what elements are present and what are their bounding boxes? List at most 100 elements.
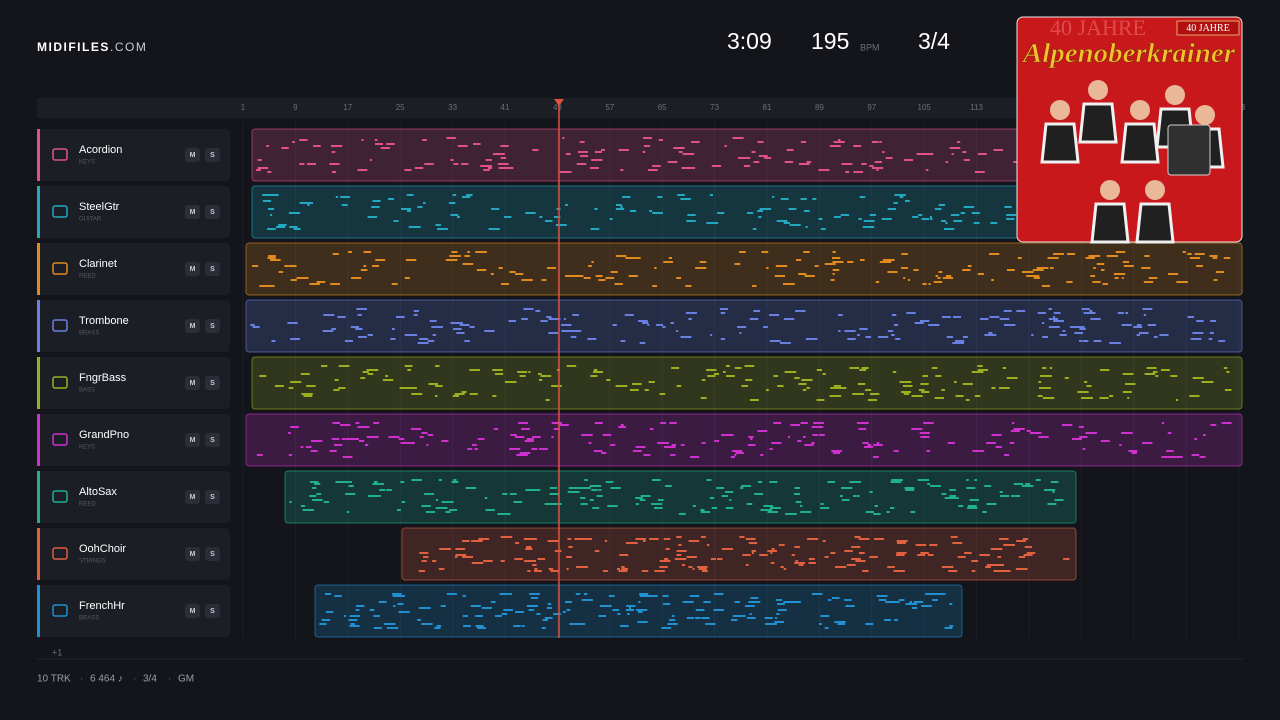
note [1039,387,1051,389]
solo-button[interactable] [205,262,220,276]
note [648,381,655,383]
note [566,568,569,570]
note [1114,277,1119,279]
mute-button[interactable] [185,319,200,333]
mute-button[interactable] [185,433,200,447]
mute-button[interactable] [185,376,200,390]
solo-label[interactable]: S [210,152,215,159]
note [838,139,841,141]
footer-time_signature: 3/4 [143,674,157,685]
mute-label[interactable]: M [190,380,196,387]
note [800,505,803,507]
note [896,542,906,544]
note [366,369,379,371]
note [1176,281,1188,283]
solo-label[interactable]: S [210,437,215,444]
track-color [37,129,40,181]
mute-label[interactable]: M [190,266,196,273]
note [549,493,559,495]
mute-button[interactable] [185,205,200,219]
mute-label[interactable]: M [190,152,196,159]
note [565,204,568,206]
mute-button[interactable] [185,547,200,561]
note [710,334,713,336]
solo-label[interactable]: S [210,323,215,330]
mute-button[interactable] [185,490,200,504]
note [1161,422,1165,424]
note [999,318,1010,320]
mute-label[interactable]: M [190,494,196,501]
note [869,491,873,493]
note [438,479,443,481]
mute-label[interactable]: M [190,209,196,216]
note [602,570,608,572]
solo-button[interactable] [205,547,220,561]
mute-button[interactable] [185,262,200,276]
note [999,538,1009,540]
solo-button[interactable] [205,604,220,618]
mute-label[interactable]: M [190,551,196,558]
note [607,505,618,507]
solo-button[interactable] [205,376,220,390]
solo-label[interactable]: S [210,494,215,501]
note [911,395,923,397]
mute-label[interactable]: M [190,437,196,444]
note [1109,342,1121,344]
track-name: GrandPno [79,429,129,441]
band-member-head [1050,100,1070,120]
footer-separator: · [80,674,83,685]
note [926,450,931,452]
note [775,265,788,267]
note [303,395,313,397]
note [649,538,659,540]
solo-button[interactable] [205,148,220,162]
note [1212,257,1218,259]
note [1071,438,1082,440]
note [598,615,607,617]
mute-label[interactable]: M [190,323,196,330]
mute-label[interactable]: M [190,608,196,615]
note [1033,277,1040,279]
solo-label[interactable]: S [210,380,215,387]
solo-button[interactable] [205,319,220,333]
mute-button[interactable] [185,604,200,618]
mute-button[interactable] [185,148,200,162]
note [658,507,663,509]
note [822,540,826,542]
note [422,139,427,141]
note [1144,373,1156,375]
solo-label[interactable]: S [210,551,215,558]
note [1088,255,1101,257]
note [660,422,667,424]
note [523,308,534,310]
note [526,438,534,440]
note [1047,503,1057,505]
note [1204,381,1210,383]
note [802,436,806,438]
solo-label[interactable]: S [210,209,215,216]
band-member-body [1135,202,1175,244]
solo-button[interactable] [205,433,220,447]
note [928,283,931,285]
solo-label[interactable]: S [210,608,215,615]
note [717,558,723,560]
notes [289,479,1064,515]
note [445,259,458,261]
note [950,536,958,538]
note [1209,255,1218,257]
note [832,269,840,271]
note [774,621,785,623]
note [526,546,532,548]
note [659,566,668,568]
solo-button[interactable] [205,490,220,504]
notes [418,536,1070,572]
track-header [37,528,230,580]
note [424,493,429,495]
note [579,155,589,157]
note [949,489,956,491]
solo-button[interactable] [205,205,220,219]
solo-label[interactable]: S [210,266,215,273]
note [900,391,912,393]
note [469,326,475,328]
note [372,265,379,267]
